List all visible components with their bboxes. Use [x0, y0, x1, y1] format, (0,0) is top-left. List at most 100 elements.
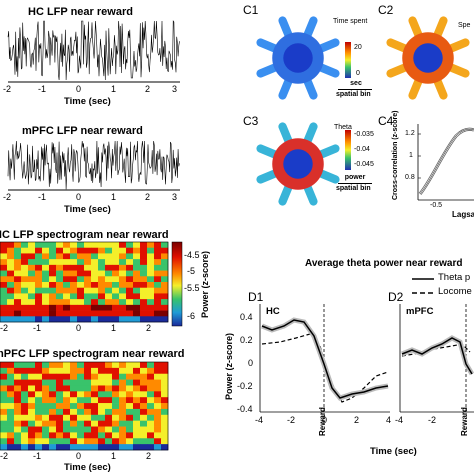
spectrogram-cell	[35, 276, 43, 283]
spectrogram-cell	[21, 420, 29, 427]
spectrogram-cell	[154, 408, 162, 416]
spectrogram-cell	[98, 397, 106, 404]
spectrogram-cell	[35, 310, 43, 317]
spectrogram-cell	[98, 259, 106, 266]
spectrogram-cell	[119, 426, 127, 433]
spectrogram-cell	[35, 299, 43, 306]
mpfc-xtick: -2	[3, 192, 12, 202]
spectrogram-cell	[133, 426, 141, 433]
spectrogram-cell	[161, 438, 169, 445]
spectrogram-cell	[126, 414, 134, 421]
mpfc-xtick: 1	[111, 192, 117, 202]
c2-map-title: Spe	[458, 22, 471, 29]
c4-xtick: -0.5	[430, 202, 443, 209]
spectrogram-cell	[63, 385, 71, 392]
hc-xlabel: Time (sec)	[64, 96, 111, 107]
spectrogram-cell	[126, 397, 134, 404]
spectrogram-cell	[147, 426, 155, 433]
spectrogram-cell	[42, 293, 50, 300]
spectrogram-cell	[49, 373, 57, 380]
spectrogram-cell	[119, 373, 127, 380]
spectrogram-cell	[28, 242, 36, 249]
spectrogram-cell	[154, 299, 162, 306]
spectrogram-cell	[56, 282, 64, 289]
spectrogram-cell	[161, 391, 169, 398]
c1-unit-num: sec	[350, 80, 362, 87]
spectrogram-cell	[77, 426, 85, 433]
spectrogram-cell	[0, 242, 8, 249]
spectrogram-cell	[0, 367, 8, 375]
spectrogram-cell	[14, 253, 22, 260]
spectrogram-cell	[133, 420, 141, 427]
spectrogram-cell	[63, 247, 71, 254]
spectrogram-cell	[112, 414, 120, 421]
c3-label: C3	[243, 114, 259, 128]
spectrogram-cell	[14, 316, 22, 323]
spectrogram-cell	[42, 391, 50, 398]
spectrogram-cell	[133, 310, 141, 317]
spectrogram-cell	[77, 287, 85, 294]
spectrogram-cell	[21, 310, 29, 317]
spectrogram-cell	[70, 403, 78, 410]
spectrogram-cell	[112, 259, 120, 266]
spectrogram-cell	[161, 253, 169, 260]
spectrogram-cell	[98, 403, 106, 410]
spectrogram-cell	[161, 367, 169, 375]
spectrogram-cell	[84, 426, 92, 433]
spectrogram-cell	[147, 438, 155, 445]
spectrogram-cell	[98, 426, 106, 433]
spectrogram-cell	[84, 444, 92, 451]
spectrogram-cell	[0, 299, 8, 306]
spectrogram-cell	[133, 287, 141, 294]
d-legend-solid-line	[412, 278, 434, 280]
spectrogram-cell	[63, 282, 71, 289]
spectrogram-cell	[77, 259, 85, 266]
spectrogram-cell	[56, 259, 64, 266]
spec-xtick: 1	[111, 451, 117, 461]
spectrogram-cell	[56, 403, 64, 410]
spectrogram-cell	[21, 242, 29, 249]
spectrogram-cell	[35, 367, 43, 375]
d-ytick: 0.4	[240, 312, 253, 322]
spectrogram-cell	[140, 362, 148, 369]
spectrogram-cell	[91, 432, 99, 439]
spectrogram-cell	[140, 253, 148, 260]
spectrogram-cell	[154, 247, 162, 254]
spec-xtick: 0	[76, 451, 82, 461]
colorbar-tick: -6	[187, 311, 196, 321]
spectrogram-cell	[133, 293, 141, 300]
spectrogram-cell	[21, 391, 29, 398]
spectrogram-cell	[140, 397, 148, 404]
spectrogram-cell	[133, 397, 141, 404]
spectrogram-cell	[147, 444, 155, 451]
spectrogram-cell	[56, 316, 64, 323]
spectrogram-cell	[7, 276, 15, 283]
d2-xtick: -4	[395, 415, 404, 425]
spectrogram-cell	[49, 367, 57, 375]
spectrogram-cell	[21, 362, 29, 369]
spectrogram-cell	[28, 420, 36, 427]
spectrogram-cell	[42, 397, 50, 404]
spectrogram-cell	[0, 379, 8, 386]
spectrogram-cell	[105, 282, 113, 289]
spectrogram-cell	[0, 444, 8, 451]
spectrogram-cell	[14, 264, 22, 271]
spec-xtick: -2	[0, 323, 9, 333]
spectrogram-cell	[112, 426, 120, 433]
spectrogram-cell	[42, 247, 50, 254]
spectrogram-cell	[147, 270, 155, 277]
spectrogram-cell	[49, 293, 57, 300]
d-legend-dashed-line	[412, 292, 434, 294]
spectrogram-cell	[0, 397, 8, 404]
spectrogram-cell	[126, 299, 134, 306]
spectrogram-cell	[126, 310, 134, 317]
spectrogram-cell	[112, 282, 120, 289]
spectrogram-cell	[63, 299, 71, 306]
spectrogram-cell	[49, 270, 57, 277]
spectrogram-cell	[21, 367, 29, 375]
spectrogram-cell	[70, 242, 78, 249]
spectrogram-cell	[42, 420, 50, 427]
c1-map-title: Time spent	[333, 18, 368, 25]
spectrogram-cell	[14, 432, 22, 439]
spectrogram-cell	[84, 282, 92, 289]
